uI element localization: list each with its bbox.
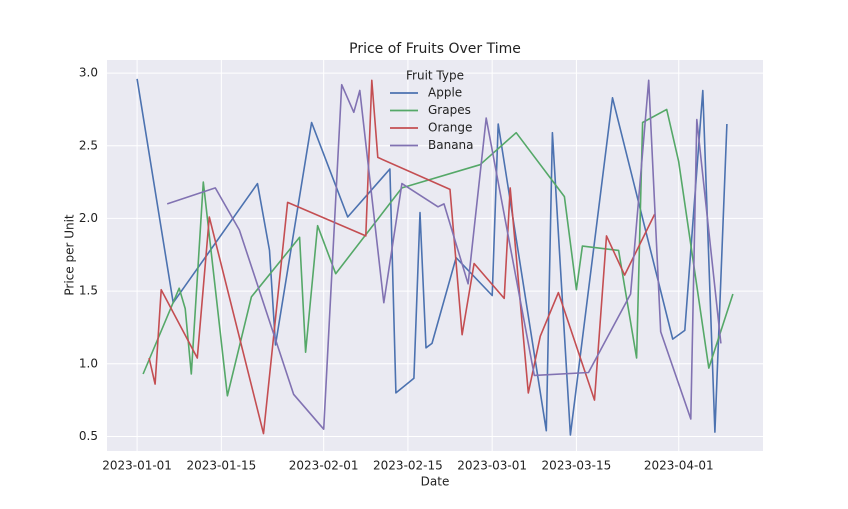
y-tick-label: 1.5 — [79, 284, 98, 298]
y-tick-label: 0.5 — [79, 429, 98, 443]
legend-label: Banana — [428, 138, 474, 152]
x-tick-label: 2023-02-15 — [373, 459, 443, 473]
data-line — [148, 79, 656, 435]
x-tick-label: 2023-03-01 — [457, 459, 527, 473]
data-line — [136, 78, 728, 436]
legend-label: Grapes — [428, 103, 471, 117]
data-line — [166, 79, 722, 430]
legend-label: Orange — [428, 121, 472, 135]
y-tick-label: 2.0 — [79, 211, 98, 225]
plot-area — [107, 60, 763, 451]
legend-label: Apple — [428, 86, 462, 100]
x-tick-label: 2023-02-01 — [289, 459, 359, 473]
y-tick-label: 2.5 — [79, 138, 98, 152]
y-tick-label: 3.0 — [79, 66, 98, 80]
x-tick-label: 2023-01-15 — [186, 459, 256, 473]
x-tick-label: 2023-03-15 — [542, 459, 612, 473]
x-tick-label: 2023-04-01 — [644, 459, 714, 473]
y-axis-label: Price per Unit — [63, 214, 77, 296]
legend-title: Fruit Type — [406, 69, 464, 83]
chart-title: Price of Fruits Over Time — [349, 41, 521, 57]
x-tick-label: 2023-01-01 — [102, 459, 172, 473]
y-tick-label: 1.0 — [79, 356, 98, 370]
data-line — [142, 108, 734, 397]
x-axis-label: Date — [421, 475, 450, 489]
